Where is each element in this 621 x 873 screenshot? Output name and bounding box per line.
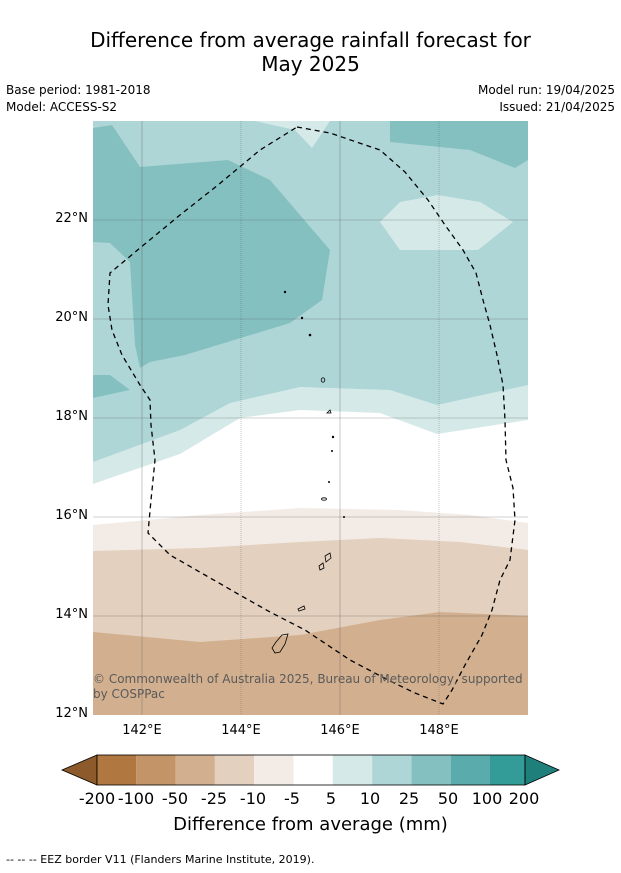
colorbar-tick-10: 50	[437, 789, 459, 808]
lat-label-16n: 16°N	[55, 508, 88, 523]
colorbar-swatch-8	[372, 755, 412, 785]
island-pagan	[326, 409, 332, 414]
meta-left: Base period: 1981-2018 Model: ACCESS-S2	[6, 82, 151, 116]
colorbar-tick-7: 5	[325, 789, 337, 808]
colorbar-swatch-6	[293, 755, 333, 785]
island-farallon-de-medinilla	[342, 516, 345, 519]
lat-label-20n: 20°N	[55, 310, 88, 325]
colorbar-tick-12: 200	[508, 789, 540, 808]
band-25-50-south	[93, 375, 130, 398]
lat-label-14n: 14°N	[55, 607, 88, 622]
lon-label-142e: 142°E	[122, 723, 162, 738]
colorbar-swatch-5	[254, 755, 294, 785]
lat-label-12n: 12°N	[55, 706, 88, 721]
colorbar-tick-4: -25	[200, 789, 228, 808]
colorbar-swatch-1	[97, 755, 137, 785]
copyright-notice: © Commonwealth of Australia 2025, Bureau…	[93, 672, 523, 701]
island-saipan	[324, 552, 332, 563]
islands	[271, 290, 345, 654]
colorbar-tick-2: -100	[117, 789, 155, 808]
island-asuncion	[308, 333, 312, 337]
colorbar-extend-low	[60, 754, 98, 786]
model-run: Model run: 19/04/2025	[477, 83, 615, 97]
colorbar-tick-6: -5	[284, 789, 300, 808]
lat-label-22n: 22°N	[55, 211, 88, 226]
band-minus-50-minus-25	[93, 612, 528, 715]
map-title: Difference from average rainfall forecas…	[0, 28, 621, 76]
island-anatahan	[321, 497, 327, 501]
base-period: Base period: 1981-2018	[6, 83, 151, 97]
island-guguan	[330, 449, 333, 452]
colorbar-swatch-10	[450, 755, 490, 785]
colorbar-tick-5: -10	[239, 789, 267, 808]
colorbar-swatch-3	[175, 755, 215, 785]
colorbar-extend-high	[524, 754, 560, 786]
graticule	[93, 121, 528, 715]
title-line-1: Difference from average rainfall forecas…	[90, 28, 531, 52]
island-agrihan	[320, 377, 326, 383]
eez-footnote: -- -- -- EEZ border V11 (Flanders Marine…	[6, 853, 315, 866]
colorbar-tick-9: 25	[398, 789, 420, 808]
colorbar-tick-3: -50	[161, 789, 189, 808]
meta-right: Model run: 19/04/2025 Issued: 21/04/2025	[478, 82, 615, 116]
eez-border	[107, 126, 516, 705]
colorbar-tick-1: -200	[78, 789, 116, 808]
lat-label-18n: 18°N	[55, 409, 88, 424]
colorbar-swatch-7	[332, 755, 373, 785]
island-alamagan	[331, 435, 335, 439]
band-25-50-west	[93, 125, 330, 368]
band-5-10-north	[255, 121, 330, 148]
band-5-10-east	[380, 195, 513, 250]
title-line-2: May 2025	[261, 52, 360, 76]
colorbar-swatch-2	[136, 755, 176, 785]
colorbar-swatch-4	[214, 755, 255, 785]
colorbar-swatch-9	[411, 755, 451, 785]
lon-label-148e: 148°E	[419, 723, 459, 738]
island-sarigan	[327, 480, 330, 483]
band-25-50-north	[390, 121, 528, 168]
colorbar-outline	[96, 754, 526, 786]
colorbar-swatch-11	[490, 755, 525, 785]
colorbar-tick-8: 10	[359, 789, 381, 808]
island-guam	[271, 633, 289, 654]
lon-label-144e: 144°E	[221, 723, 261, 738]
colorbar-tick-11: 100	[471, 789, 503, 808]
island-tinian	[318, 562, 325, 571]
island-maug	[300, 316, 304, 320]
island-farallon-de-pajaros	[283, 290, 287, 294]
island-rota	[297, 605, 306, 612]
issued-date: Issued: 21/04/2025	[499, 100, 615, 114]
lon-label-146e: 146°E	[320, 723, 360, 738]
model-name: Model: ACCESS-S2	[6, 100, 118, 114]
colorbar-label: Difference from average (mm)	[173, 814, 448, 835]
